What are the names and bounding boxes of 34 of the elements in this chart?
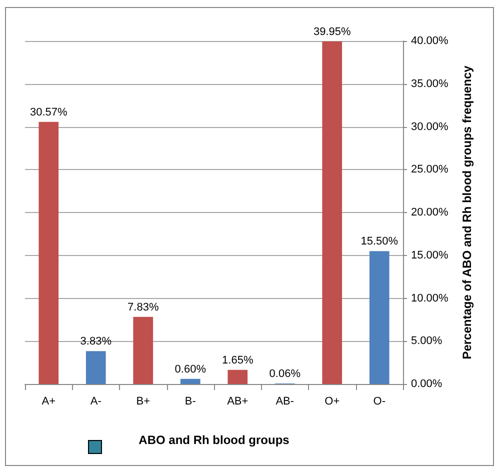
x-tick-label: O- [373,396,386,408]
data-label: 15.50% [360,236,398,248]
y-tick-label: 40.00% [411,35,449,47]
bar [86,351,106,384]
bar [180,378,200,384]
y-tick-label: 25.00% [411,164,449,176]
y-axis-title: Percentage of ABO and Rh blood groups frequency [460,65,474,360]
y-tick-label: 35.00% [411,78,449,90]
x-tick-label: O+ [324,396,340,408]
bar [369,251,390,384]
data-label: 3.83% [80,336,112,348]
data-label: 1.65% [222,354,254,366]
bar [322,41,342,384]
bar [133,316,154,384]
y-tick-label: 20.00% [411,206,449,218]
data-label: 0.06% [269,368,301,380]
x-tick-label: AB+ [227,396,248,408]
data-label: 0.60% [174,363,206,376]
x-tick-label: A+ [42,396,56,408]
x-tick-label: AB- [276,396,294,408]
bar [38,122,59,384]
x-tick-label: B+ [136,396,150,408]
y-tick-label: 15.00% [411,249,449,262]
y-tick-label: 30.00% [411,120,449,133]
y-tick-label: 5.00% [411,335,442,348]
data-label: 39.95% [313,26,351,38]
x-tick-label: B- [184,396,196,408]
x-tick-label: A- [90,396,102,408]
data-label: 30.57% [30,106,68,118]
y-tick-label: 0.00% [411,378,442,390]
y-tick-label: 10.00% [411,292,449,304]
data-label: 7.83% [128,301,159,314]
bar [228,370,248,384]
x-axis-title: ABO and Rh blood groups [138,433,290,447]
